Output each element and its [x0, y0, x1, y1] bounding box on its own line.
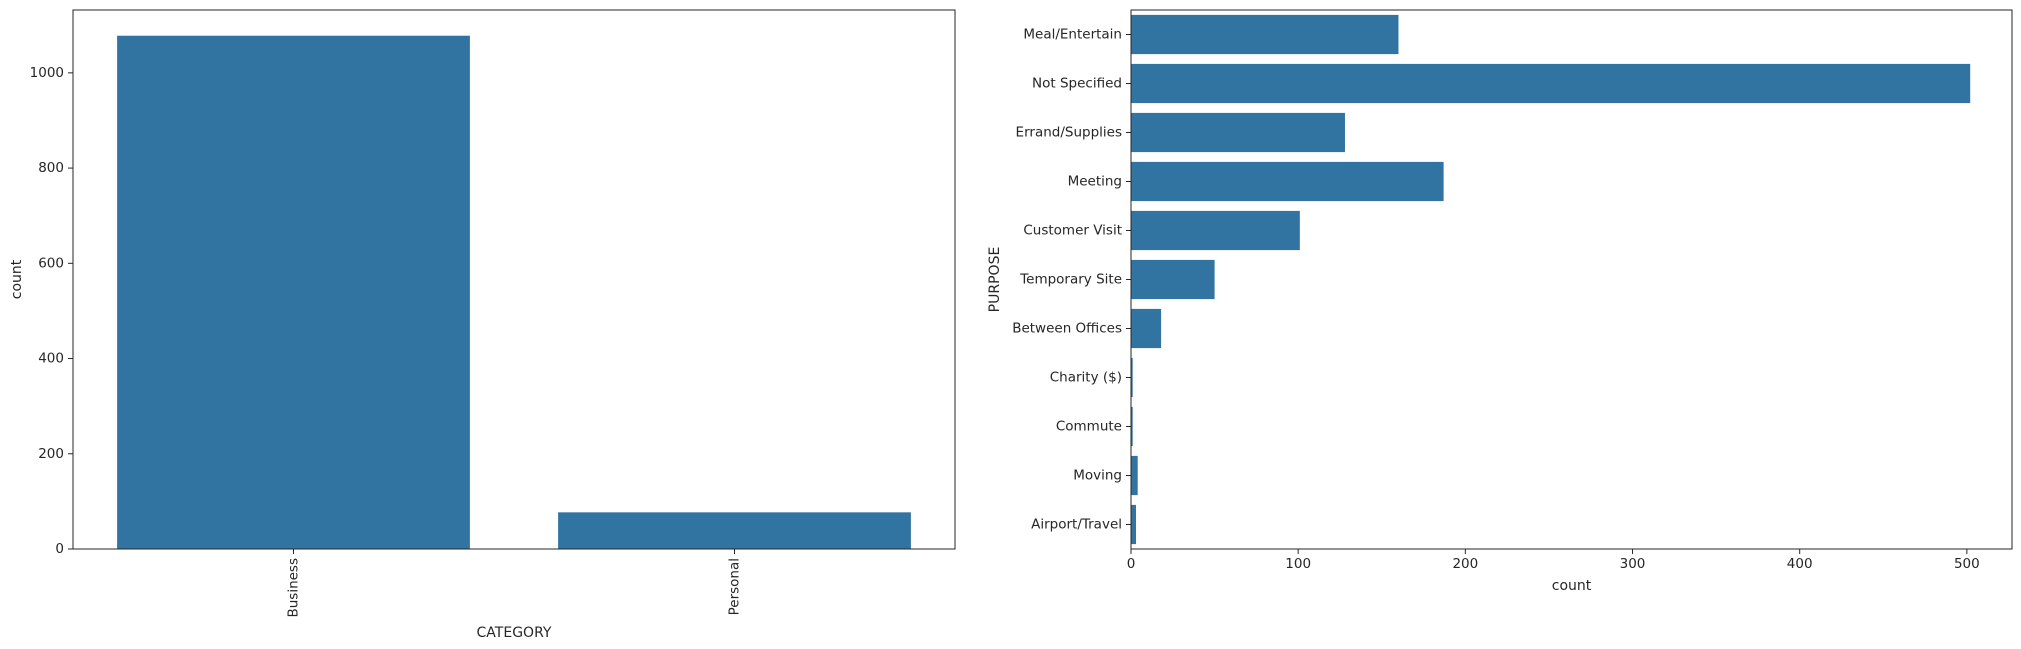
y-tick-label: 1000	[30, 65, 64, 81]
y-tick-label: Not Specified	[1032, 76, 1122, 92]
x-tick-label: 500	[1954, 556, 1980, 572]
y-axis-label: PURPOSE	[987, 247, 1003, 313]
y-tick-label: 400	[38, 351, 64, 367]
y-tick-label: Commute	[1056, 419, 1122, 435]
bar-meeting	[1131, 161, 1444, 202]
x-tick-label: Business	[286, 558, 302, 618]
y-tick-label: Errand/Supplies	[1016, 125, 1122, 141]
y-tick-label: Temporary Site	[1019, 272, 1122, 288]
purpose-count-chart: Meal/Entertain Not Specified Errand/Suppli…	[987, 9, 2013, 594]
y-tick-label: Airport/Travel	[1031, 517, 1122, 533]
y-tick-label: 800	[38, 160, 64, 176]
y-tick-label: Charity ($)	[1050, 370, 1122, 386]
x-tick-label: 400	[1787, 556, 1813, 572]
y-tick-label: 0	[55, 541, 64, 557]
y-axis-label: count	[9, 259, 25, 299]
bar-charity	[1131, 357, 1133, 398]
bar-not-specified	[1131, 63, 1971, 104]
plot-frame	[72, 9, 956, 550]
x-tick-label: 0	[1127, 556, 1136, 572]
y-tick-label: Customer Visit	[1023, 223, 1122, 239]
plot-frame	[1130, 9, 2013, 550]
bar-airport-travel	[1131, 504, 1137, 545]
y-tick-label: Moving	[1073, 468, 1122, 484]
y-tick-label: 200	[38, 446, 64, 462]
bar-commute	[1131, 406, 1133, 447]
bar-moving	[1131, 455, 1138, 496]
bar-temporary-site	[1131, 259, 1215, 300]
x-tick-label: 100	[1285, 556, 1311, 572]
x-tick-label: Personal	[727, 558, 743, 615]
y-tick-label: Meal/Entertain	[1023, 27, 1122, 43]
bar-between-offices	[1131, 308, 1162, 349]
x-axis-label: CATEGORY	[477, 625, 552, 641]
bar-customer-visit	[1131, 210, 1300, 251]
bar-errand-supplies	[1131, 112, 1345, 153]
y-tick-label: Between Offices	[1012, 321, 1122, 337]
bar-personal	[558, 512, 911, 549]
category-count-chart: Business Personal 0 200 400 600 800 1000 CATEGOR…	[9, 9, 956, 641]
x-axis-label: count	[1552, 578, 1592, 594]
bar-business	[117, 35, 470, 549]
y-tick-label: 600	[38, 255, 64, 271]
x-tick-label: 300	[1620, 556, 1646, 572]
x-tick-label: 200	[1452, 556, 1478, 572]
y-tick-label: Meeting	[1068, 174, 1122, 190]
bar-meal-entertain	[1131, 14, 1399, 55]
